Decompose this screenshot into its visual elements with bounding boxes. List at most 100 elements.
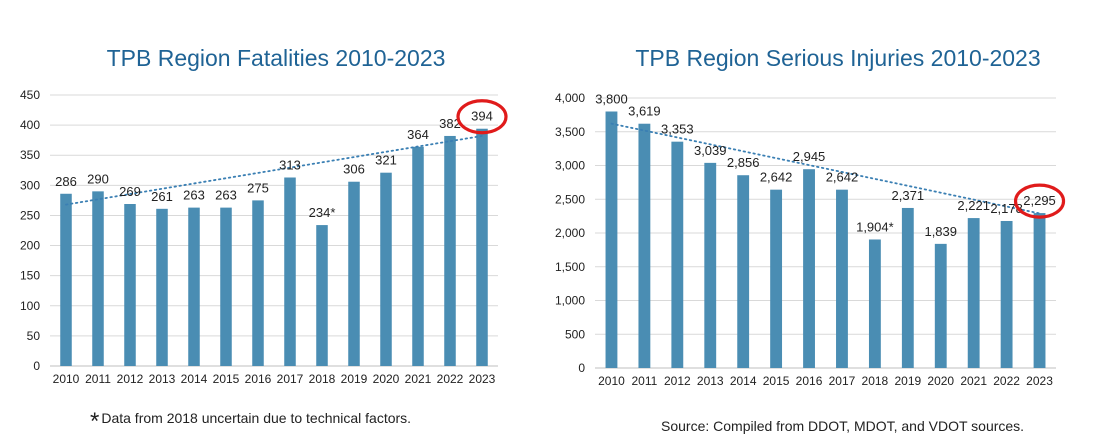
footnote-uncertain-data: * Data from 2018 uncertain due to technic… — [90, 408, 411, 436]
data-label: 382 — [439, 116, 461, 131]
y-tick-label: 2,500 — [555, 192, 585, 206]
x-tick-label: 2018 — [309, 372, 336, 386]
serious-injuries-chart: TPB Region Serious Injuries 2010-2023 0 50… — [555, 45, 1066, 388]
y-tick-label: 350 — [20, 148, 40, 162]
data-label: 2,642 — [826, 170, 859, 185]
data-label: 2,221 — [957, 198, 990, 213]
y-tick-label: 3,500 — [555, 125, 585, 139]
x-tick-label: 2020 — [373, 372, 400, 386]
x-tick-label: 2013 — [149, 372, 176, 386]
x-tick-label: 2023 — [469, 372, 496, 386]
y-tick-label: 1,000 — [555, 294, 585, 308]
y-tick-label: 1,500 — [555, 260, 585, 274]
bar — [444, 135, 456, 366]
data-label: 263 — [215, 188, 237, 203]
bar — [348, 181, 360, 366]
data-label: 2,945 — [793, 149, 826, 164]
trendline — [65, 135, 483, 206]
bar — [704, 162, 717, 368]
y-tick-label: 150 — [20, 269, 40, 283]
highlight-circle — [456, 99, 508, 135]
data-label: 269 — [119, 184, 141, 199]
data-label: 1,904* — [856, 219, 894, 234]
y-tick-label: 450 — [20, 88, 40, 102]
x-tick-label: 2021 — [405, 372, 432, 386]
data-label: 3,039 — [694, 143, 727, 158]
highlight-circle — [1013, 183, 1066, 219]
bar — [934, 243, 947, 368]
bar — [901, 207, 914, 368]
data-label: 1,839 — [924, 224, 957, 239]
data-label: 263 — [183, 188, 205, 203]
x-tick-label: 2014 — [730, 374, 757, 388]
data-label: 234* — [309, 205, 336, 220]
bar — [868, 239, 881, 368]
x-tick-label: 2016 — [796, 374, 823, 388]
bar — [188, 207, 200, 366]
data-label: 2,642 — [760, 170, 793, 185]
bar — [380, 172, 392, 366]
data-label: 275 — [247, 180, 269, 195]
data-label: 364 — [407, 127, 429, 142]
y-tick-label: 0 — [578, 361, 585, 375]
bar — [156, 208, 168, 366]
y-tick-label: 400 — [20, 118, 40, 132]
x-tick-label: 2019 — [894, 374, 921, 388]
y-tick-label: 500 — [565, 327, 585, 341]
y-tick-label: 250 — [20, 208, 40, 222]
bar — [412, 146, 424, 366]
bar — [638, 123, 651, 368]
fatalities-chart: TPB Region Fatalities 2010-2023 0 50 100 150… — [20, 45, 508, 386]
x-tick-label: 2014 — [181, 372, 208, 386]
data-label: 313 — [279, 158, 301, 173]
bar — [770, 189, 783, 368]
bar — [1000, 220, 1013, 368]
x-tick-label: 2011 — [85, 372, 111, 386]
data-label: 2,371 — [892, 188, 925, 203]
data-label: 321 — [375, 153, 397, 168]
chart-title: TPB Region Fatalities 2010-2023 — [107, 45, 446, 71]
bar — [605, 111, 618, 368]
x-tick-label: 2021 — [960, 374, 987, 388]
data-label: 3,800 — [595, 92, 628, 107]
data-label: 286 — [55, 174, 77, 189]
data-label: 2,295 — [1023, 193, 1056, 208]
x-tick-label: 2010 — [53, 372, 80, 386]
y-tick-label: 300 — [20, 178, 40, 192]
data-label: 290 — [87, 171, 109, 186]
asterisk-mark: * — [90, 408, 100, 435]
x-tick-label: 2018 — [862, 374, 889, 388]
bar — [316, 225, 328, 366]
data-label: 3,353 — [661, 122, 694, 137]
data-label: 394 — [471, 109, 493, 124]
x-tick-label: 2017 — [277, 372, 304, 386]
x-tick-label: 2020 — [927, 374, 954, 388]
x-tick-label: 2013 — [697, 374, 724, 388]
x-tick-label: 2022 — [437, 372, 464, 386]
y-tick-label: 200 — [20, 239, 40, 253]
chart-title: TPB Region Serious Injuries 2010-2023 — [635, 45, 1040, 71]
footnote-left-text: Data from 2018 uncertain due to technica… — [101, 410, 412, 426]
x-tick-label: 2012 — [117, 372, 144, 386]
data-label: 306 — [343, 162, 365, 177]
x-tick-label: 2011 — [631, 374, 657, 388]
bar — [476, 128, 488, 366]
bar — [60, 193, 72, 366]
y-tick-label: 50 — [27, 329, 41, 343]
x-tick-label: 2017 — [829, 374, 856, 388]
x-tick-label: 2019 — [341, 372, 368, 386]
data-label: 3,619 — [628, 104, 661, 119]
bar — [284, 177, 296, 366]
bar — [1033, 213, 1046, 368]
data-label: 261 — [151, 189, 173, 204]
y-tick-label: 0 — [33, 359, 40, 373]
x-tick-label: 2016 — [245, 372, 272, 386]
x-tick-label: 2022 — [993, 374, 1020, 388]
y-tick-label: 100 — [20, 299, 40, 313]
trendline — [610, 122, 1041, 215]
bar — [124, 204, 136, 366]
y-tick-label: 4,000 — [555, 91, 585, 105]
footnote-source: Source: Compiled from DDOT, MDOT, and VD… — [661, 418, 1025, 434]
bar — [220, 207, 232, 366]
bar — [836, 189, 848, 368]
